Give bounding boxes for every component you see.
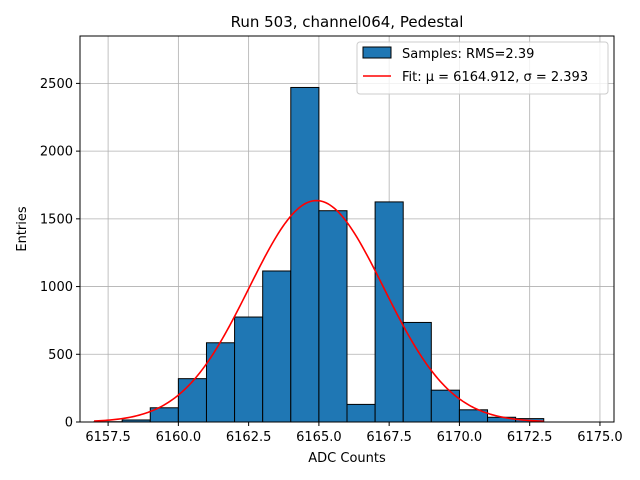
legend-fit-label: Fit: μ = 6164.912, σ = 2.393: [402, 70, 588, 85]
chart-title: Run 503, channel064, Pedestal: [231, 13, 464, 31]
x-tick-label: 6162.5: [226, 430, 272, 445]
histogram-bar: [205, 342, 236, 423]
histogram-bar: [402, 321, 432, 423]
legend: Samples: RMS=2.39 Fit: μ = 6164.912, σ =…: [356, 41, 609, 95]
y-tick-label: 2000: [40, 145, 73, 160]
x-tick-label: 6165.0: [296, 430, 342, 445]
histogram-bar: [234, 316, 264, 423]
y-axis-label: Entries: [15, 206, 30, 252]
y-tick-label: 0: [65, 416, 73, 431]
histogram-bar: [177, 378, 207, 423]
y-tick-label: 1000: [40, 280, 73, 295]
legend-box: [356, 41, 609, 95]
x-tick-label: 6160.0: [156, 430, 202, 445]
histogram-bars: [93, 86, 545, 423]
y-axis-ticks: 0 500 1000 1500 2000 2500: [40, 77, 80, 431]
x-tick-label: 6170.0: [437, 430, 483, 445]
legend-histogram-label: Samples: RMS=2.39: [402, 47, 534, 62]
histogram-bar: [374, 201, 404, 423]
x-tick-label: 6175.0: [577, 430, 623, 445]
histogram-bar: [290, 86, 320, 423]
histogram-bar: [262, 270, 292, 423]
x-tick-label: 6157.5: [85, 430, 131, 445]
x-tick-label: 6167.5: [366, 430, 412, 445]
y-tick-label: 2500: [40, 77, 73, 92]
histogram-bar: [346, 403, 376, 423]
y-tick-label: 500: [48, 348, 73, 363]
y-tick-label: 1500: [40, 212, 73, 227]
x-axis-label: ADC Counts: [308, 451, 386, 466]
legend-histogram-swatch: [362, 46, 392, 59]
histogram-bar: [318, 210, 348, 423]
x-tick-label: 6172.5: [507, 430, 553, 445]
plot-frame: [79, 35, 615, 423]
fit-curve: [94, 199, 544, 423]
x-axis-ticks: 6157.5 6160.0 6162.5 6165.0 6167.5 6170.0 6172…: [85, 422, 623, 445]
